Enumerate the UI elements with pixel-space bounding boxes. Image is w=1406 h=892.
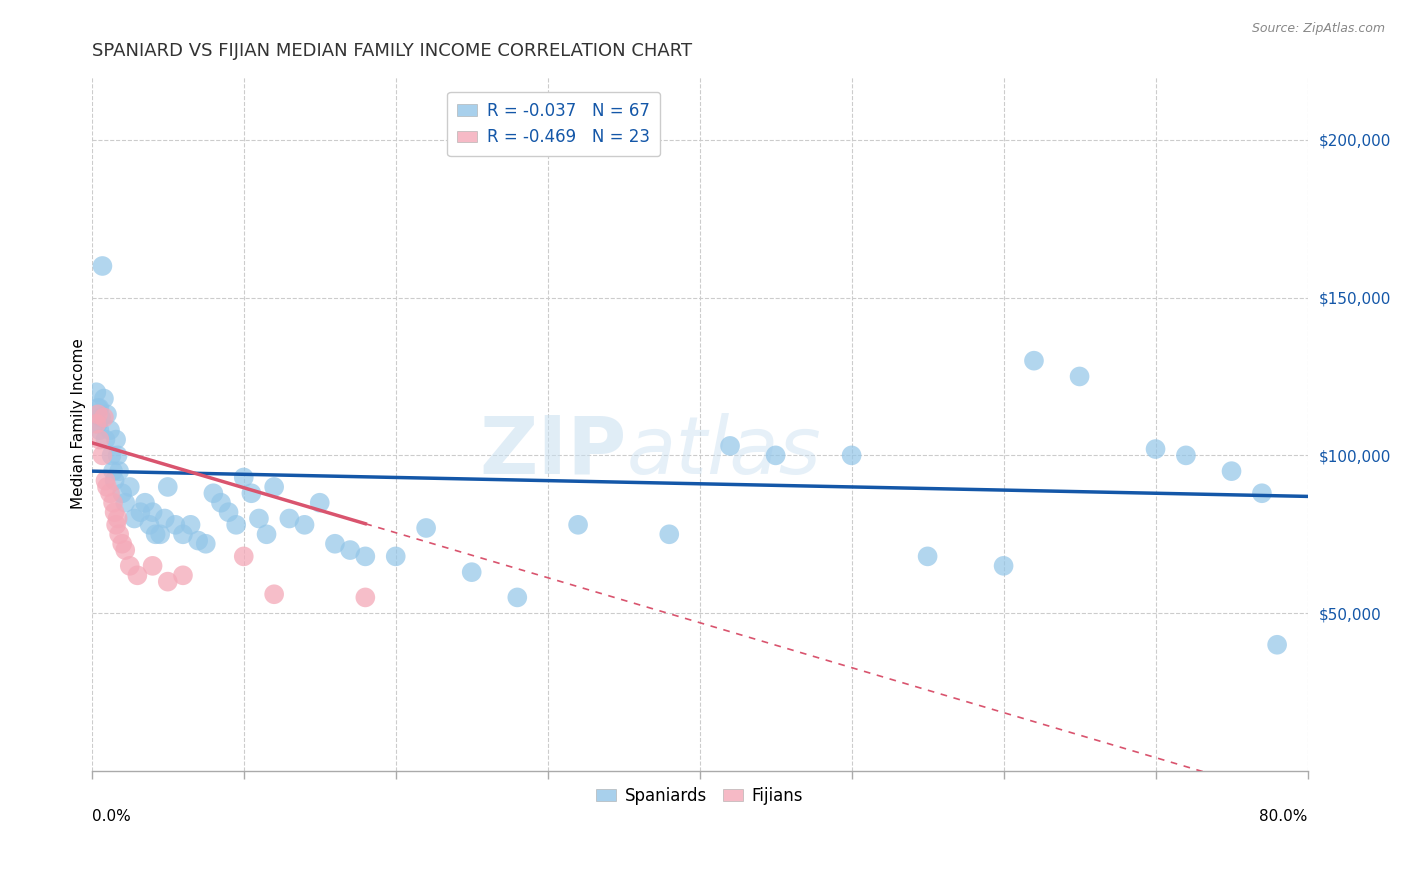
Point	[841, 449, 863, 463]
Point	[142, 505, 165, 519]
Point	[118, 558, 141, 573]
Point	[129, 505, 152, 519]
Text: ZIP: ZIP	[479, 413, 627, 491]
Point	[993, 558, 1015, 573]
Point	[1022, 353, 1045, 368]
Point	[89, 433, 111, 447]
Point	[354, 549, 377, 564]
Point	[105, 433, 128, 447]
Point	[118, 480, 141, 494]
Point	[96, 408, 118, 422]
Point	[90, 410, 112, 425]
Point	[104, 505, 127, 519]
Point	[124, 511, 146, 525]
Text: Source: ZipAtlas.com: Source: ZipAtlas.com	[1251, 22, 1385, 36]
Legend: Spaniards, Fijians: Spaniards, Fijians	[589, 780, 810, 812]
Point	[107, 511, 129, 525]
Point	[86, 417, 108, 431]
Point	[153, 511, 176, 525]
Point	[917, 549, 939, 564]
Point	[263, 480, 285, 494]
Point	[114, 496, 136, 510]
Point	[93, 392, 115, 406]
Point	[278, 511, 301, 525]
Point	[765, 449, 787, 463]
Point	[202, 486, 225, 500]
Point	[658, 527, 681, 541]
Point	[323, 537, 346, 551]
Point	[194, 537, 217, 551]
Point	[111, 486, 134, 500]
Point	[98, 423, 121, 437]
Point	[145, 527, 167, 541]
Point	[308, 496, 330, 510]
Text: SPANIARD VS FIJIAN MEDIAN FAMILY INCOME CORRELATION CHART: SPANIARD VS FIJIAN MEDIAN FAMILY INCOME …	[91, 42, 692, 60]
Point	[108, 464, 131, 478]
Point	[172, 568, 194, 582]
Point	[101, 496, 124, 510]
Point	[232, 470, 254, 484]
Text: 80.0%: 80.0%	[1260, 809, 1308, 824]
Point	[87, 401, 110, 415]
Point	[134, 496, 156, 510]
Point	[86, 385, 108, 400]
Point	[240, 486, 263, 500]
Point	[384, 549, 406, 564]
Point	[247, 511, 270, 525]
Point	[187, 533, 209, 548]
Point	[506, 591, 529, 605]
Point	[149, 527, 172, 541]
Point	[107, 449, 129, 463]
Point	[165, 517, 187, 532]
Point	[89, 401, 111, 415]
Point	[142, 558, 165, 573]
Point	[232, 549, 254, 564]
Point	[294, 517, 316, 532]
Point	[91, 449, 114, 463]
Point	[718, 439, 741, 453]
Point	[104, 474, 127, 488]
Point	[91, 259, 114, 273]
Point	[1174, 449, 1197, 463]
Point	[180, 517, 202, 532]
Point	[94, 433, 117, 447]
Point	[156, 574, 179, 589]
Point	[87, 417, 110, 431]
Point	[339, 543, 361, 558]
Point	[1144, 442, 1167, 456]
Point	[218, 505, 240, 519]
Point	[94, 474, 117, 488]
Point	[156, 480, 179, 494]
Point	[1069, 369, 1091, 384]
Point	[256, 527, 278, 541]
Point	[172, 527, 194, 541]
Point	[93, 410, 115, 425]
Point	[89, 423, 111, 437]
Point	[1265, 638, 1288, 652]
Point	[1251, 486, 1274, 500]
Point	[1220, 464, 1243, 478]
Point	[127, 568, 149, 582]
Text: 0.0%: 0.0%	[91, 809, 131, 824]
Point	[567, 517, 589, 532]
Point	[225, 517, 247, 532]
Point	[263, 587, 285, 601]
Point	[354, 591, 377, 605]
Point	[138, 517, 160, 532]
Point	[209, 496, 232, 510]
Text: atlas: atlas	[627, 413, 821, 491]
Point	[96, 480, 118, 494]
Point	[105, 517, 128, 532]
Point	[101, 464, 124, 478]
Point	[87, 408, 110, 422]
Point	[415, 521, 437, 535]
Point	[111, 537, 134, 551]
Point	[98, 486, 121, 500]
Point	[108, 527, 131, 541]
Point	[100, 449, 122, 463]
Point	[114, 543, 136, 558]
Y-axis label: Median Family Income: Median Family Income	[72, 338, 86, 509]
Point	[460, 565, 482, 579]
